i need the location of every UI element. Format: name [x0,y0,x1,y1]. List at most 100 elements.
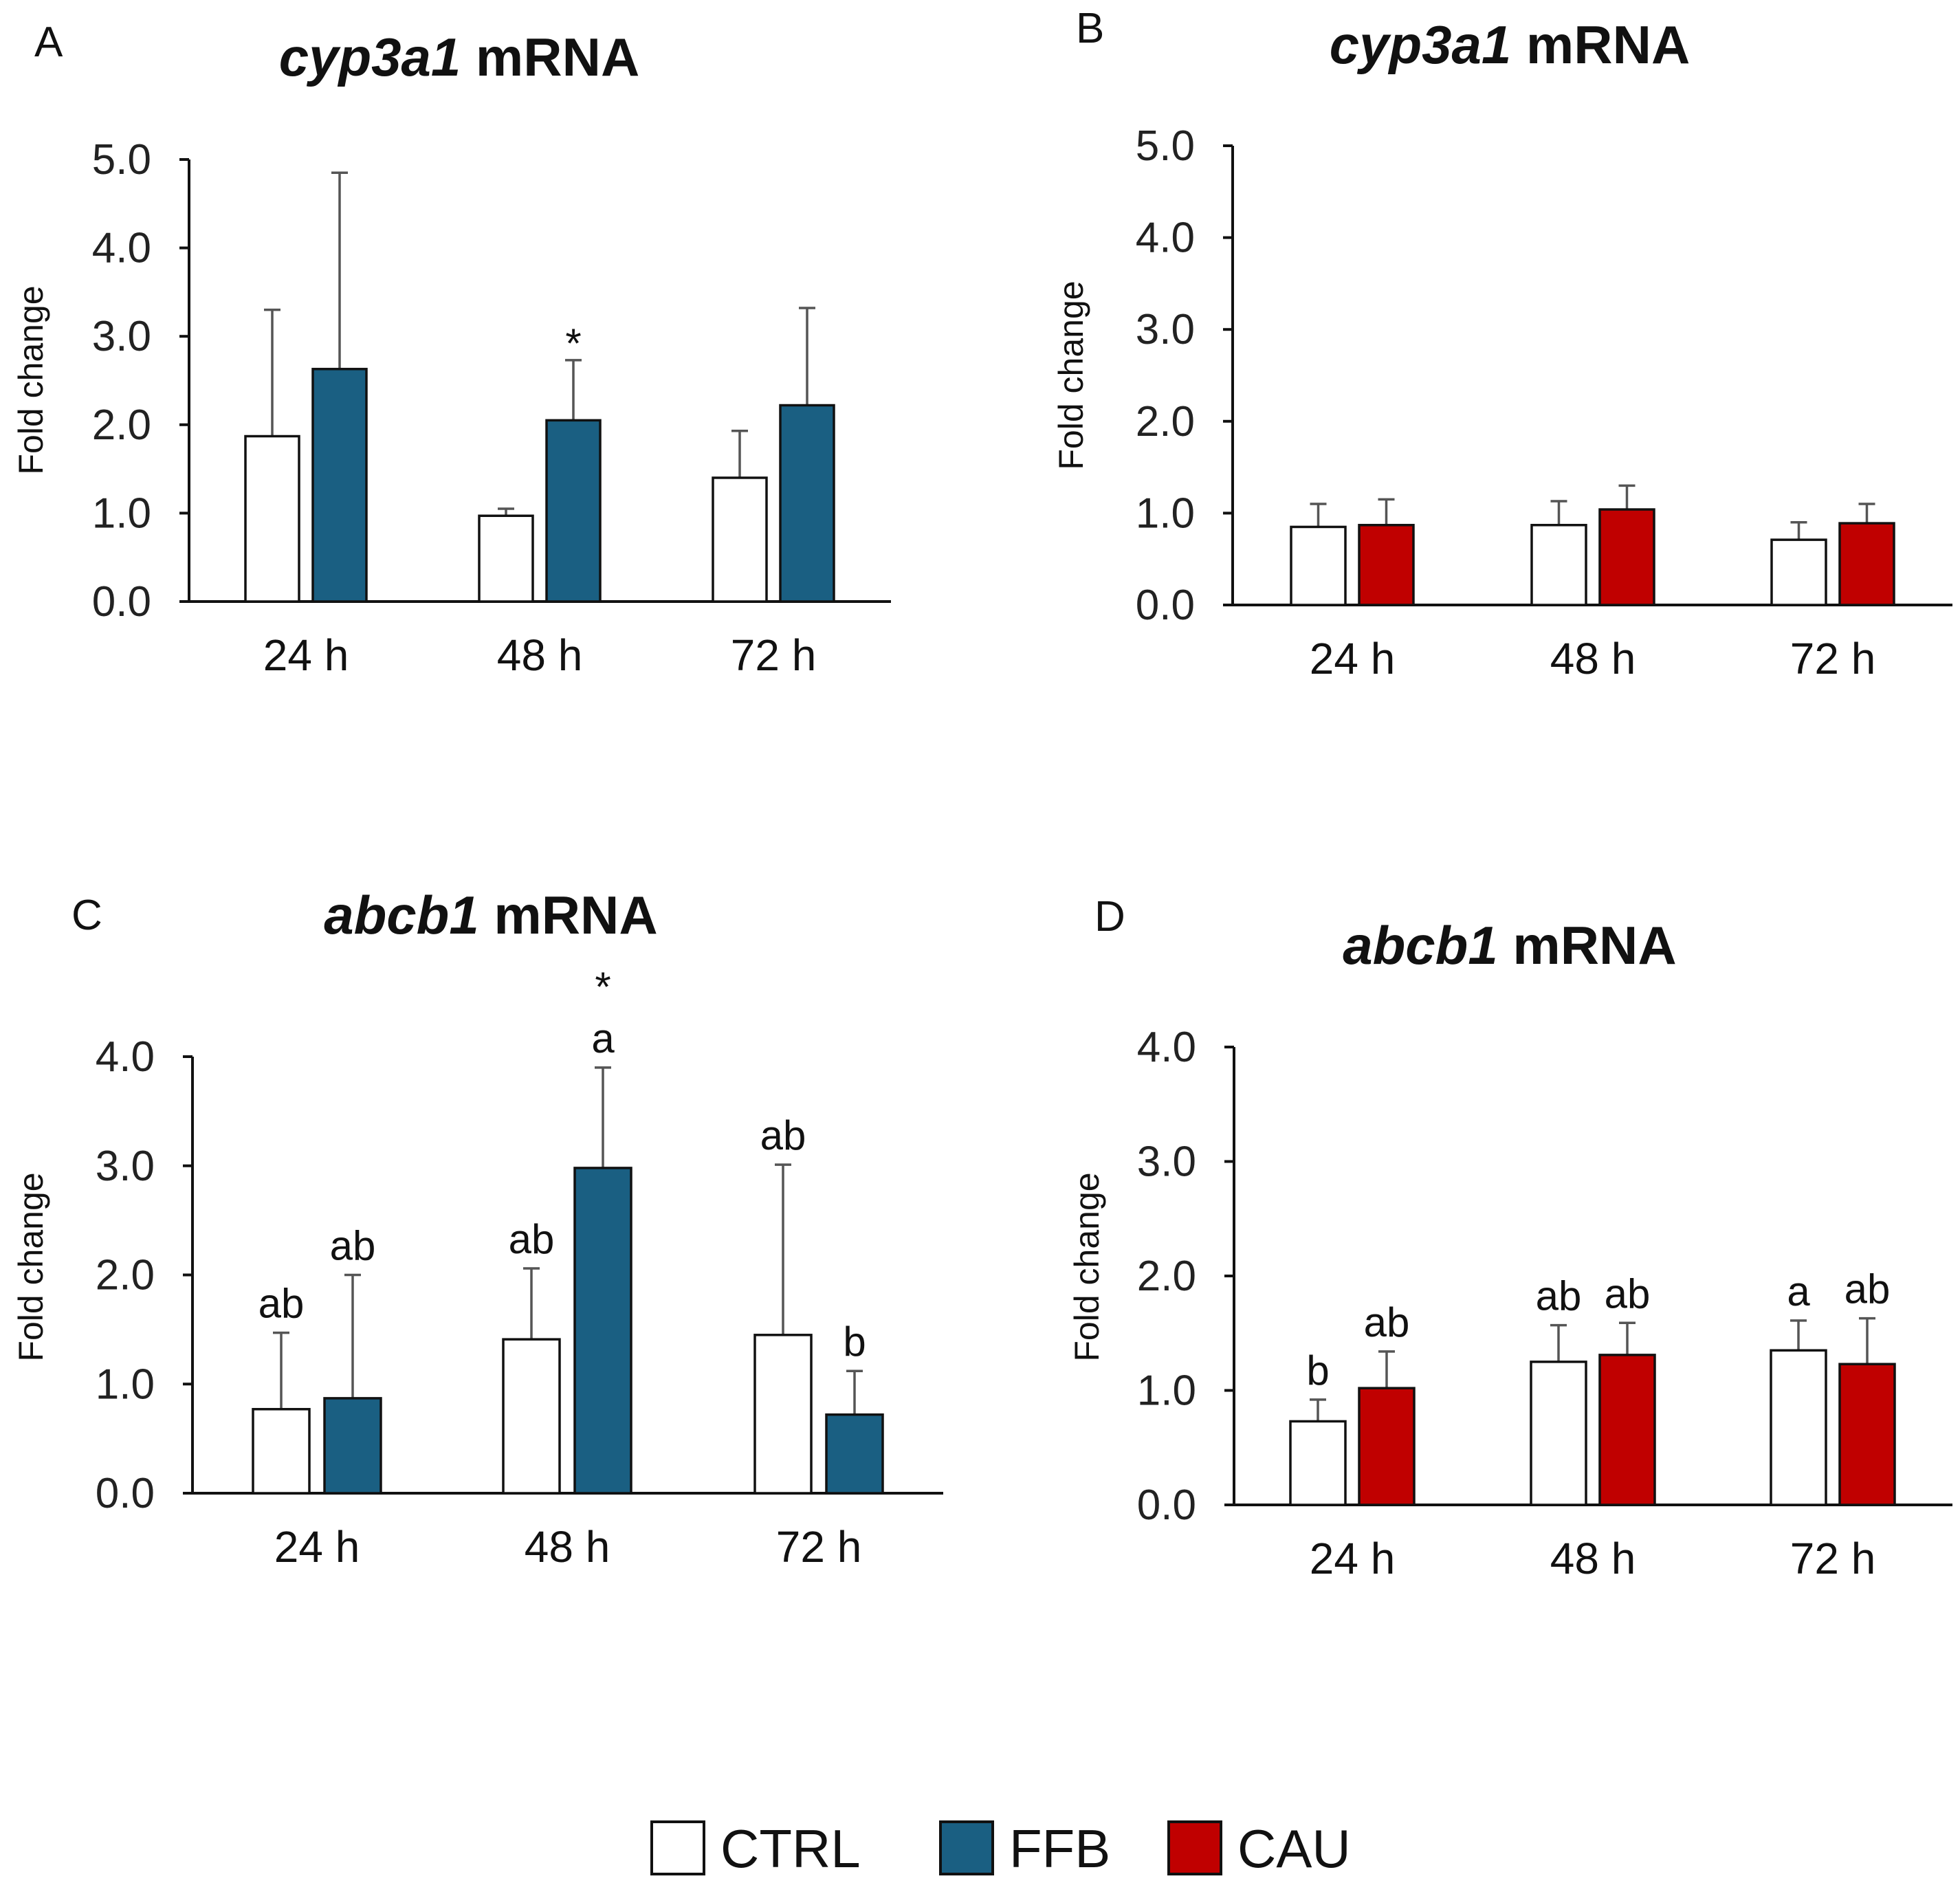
group-letter: ab [258,1281,305,1327]
y-tick-label: 4.0 [96,1033,155,1081]
y-tick-label: 4.0 [1136,214,1195,262]
bar-ctrl [1770,1349,1827,1506]
chart-title-gene: abcb1 [1343,915,1497,976]
bar-cau [1598,508,1655,606]
y-tick-label: 2.0 [96,1252,155,1299]
chart-title-suffix: mRNA [1498,915,1677,976]
y-tick-label: 2.0 [1136,398,1195,445]
x-tick-label: 24 h [1310,1534,1396,1583]
legend: CTRL FFB CAU [650,1818,1351,1879]
chart-title-gene: cyp3a1 [1330,14,1512,75]
bar-ffb [545,419,602,603]
chart-title-suffix: mRNA [461,27,639,87]
y-tick-label: 3.0 [1136,306,1195,353]
legend-label: FFB [1009,1818,1110,1879]
y-axis-label: Fold change [1068,1172,1106,1361]
chart-title: abcb1 mRNA [324,885,657,945]
y-axis-label: Fold change [12,285,50,474]
bar-ctrl [1530,524,1587,606]
y-tick-label: 3.0 [96,1143,155,1190]
group-letter: a [591,1015,615,1061]
legend-swatch-ffb [939,1820,994,1875]
group-letter: ab [1605,1270,1651,1317]
bar-ctrl [753,1334,813,1495]
x-tick-label: 48 h [1550,1534,1636,1583]
chart-title: cyp3a1 mRNA [279,27,640,87]
y-tick-label: 5.0 [92,136,151,184]
x-tick-label: 72 h [1790,1534,1876,1583]
bar-cau [1358,524,1415,606]
y-tick-label: 0.0 [92,578,151,626]
bar-ctrl [1770,538,1827,606]
y-tick-label: 0.0 [1136,582,1195,629]
bar-ctrl [1289,1420,1347,1506]
y-tick-label: 1.0 [96,1361,155,1408]
bar-ffb [779,404,835,603]
group-letter: ab [760,1112,806,1158]
significance-marker: * [595,964,610,1010]
panel-letter: D [1094,893,1125,940]
legend-swatch-ctrl [650,1820,705,1875]
x-tick-label: 24 h [274,1522,360,1572]
y-tick-label: 3.0 [92,313,151,360]
bar-cau [1838,522,1895,606]
group-letter: ab [1364,1299,1410,1345]
chart-title-suffix: mRNA [1511,14,1690,75]
x-tick-label: 72 h [776,1522,862,1572]
bar-ctrl [502,1338,561,1495]
chart-title: cyp3a1 mRNA [1330,14,1691,75]
chart-title-gene: cyp3a1 [279,27,461,87]
group-letter: b [1306,1347,1329,1394]
y-axis-label: Fold change [1052,280,1090,470]
y-tick-label: 4.0 [92,225,151,272]
bar-ffb [573,1167,632,1495]
bar-cau [1838,1363,1896,1506]
chart-title-suffix: mRNA [479,885,658,945]
y-tick-label: 1.0 [1136,489,1195,537]
bar-ffb [825,1413,884,1495]
panel-letter: C [71,892,102,939]
panel-letter: B [1076,5,1104,52]
x-tick-label: 72 h [731,630,817,680]
y-tick-label: 5.0 [1136,122,1195,170]
bar-ctrl [712,476,768,603]
group-letter: ab [330,1223,376,1269]
group-letter: a [1787,1268,1810,1314]
x-tick-label: 72 h [1790,634,1876,683]
bar-ffb [323,1397,382,1495]
bar-ctrl [244,434,300,603]
y-tick-label: 3.0 [1137,1138,1196,1186]
y-tick-label: 1.0 [92,489,151,537]
group-letter: ab [1845,1266,1891,1312]
x-tick-label: 48 h [525,1522,610,1572]
chart-title-gene: abcb1 [324,885,478,945]
group-letter: ab [1536,1273,1582,1319]
bar-ctrl [252,1408,311,1495]
y-tick-label: 2.0 [92,401,151,449]
x-tick-label: 24 h [263,630,349,680]
bar-ffb [311,368,368,603]
y-tick-label: 0.0 [96,1470,155,1517]
x-tick-label: 48 h [497,630,583,680]
legend-label: CAU [1237,1818,1351,1879]
bar-cau [1598,1354,1656,1506]
x-tick-label: 48 h [1550,634,1636,683]
y-tick-label: 2.0 [1137,1253,1196,1300]
y-tick-label: 1.0 [1137,1367,1196,1415]
bar-ctrl [1530,1361,1587,1506]
panel-letter: A [34,19,63,66]
legend-swatch-cau [1167,1820,1222,1875]
bar-ctrl [1290,525,1347,606]
significance-marker: * [565,320,581,366]
legend-label: CTRL [720,1818,861,1879]
bar-cau [1358,1387,1416,1506]
bar-ctrl [478,514,534,603]
chart-title: abcb1 mRNA [1343,915,1676,976]
y-tick-label: 4.0 [1137,1024,1196,1071]
group-letter: b [843,1319,866,1365]
